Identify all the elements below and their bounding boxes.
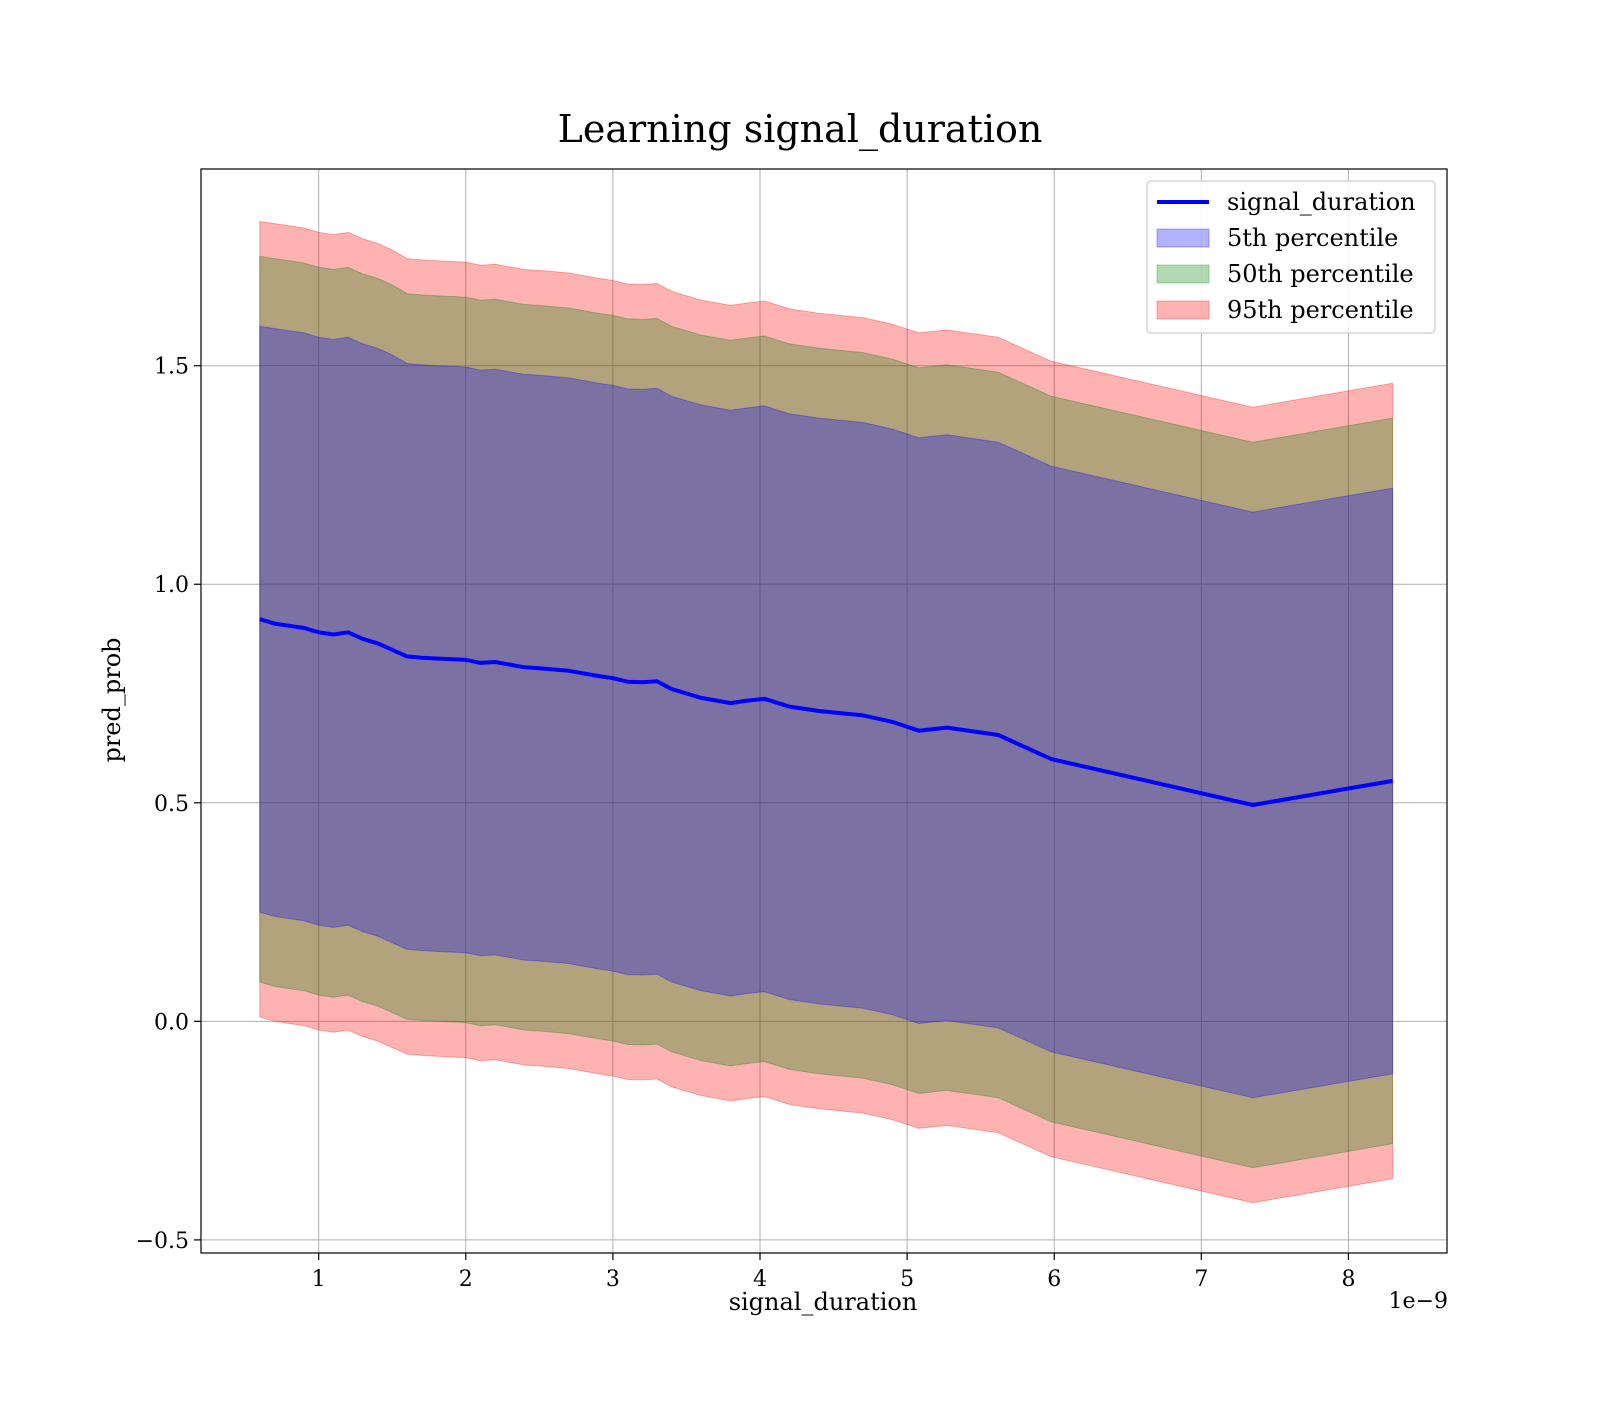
x-tick-label: 5 <box>900 1267 914 1292</box>
legend-box <box>1146 180 1436 334</box>
y-tick-label: 0.5 <box>154 792 189 817</box>
y-tick-label: −0.5 <box>136 1229 189 1254</box>
legend: signal_duration 5th percentile 50th percen… <box>1146 180 1436 334</box>
x-axis-offset-text: 1e−9 <box>1389 1289 1448 1314</box>
x-tick-label: 7 <box>1194 1267 1208 1292</box>
plot-frame <box>200 168 1448 1254</box>
x-tick-label: 8 <box>1341 1267 1355 1292</box>
y-axis-label: pred_prob <box>98 637 126 762</box>
legend-label-signal-duration: signal_duration <box>1227 188 1416 216</box>
y-tick-label: 1.0 <box>154 573 189 598</box>
x-tick-label: 1 <box>312 1267 326 1292</box>
legend-label-95th-percentile: 95th percentile <box>1227 296 1414 324</box>
x-tick-label: 4 <box>753 1267 767 1292</box>
y-tick-label: 0.0 <box>154 1010 189 1035</box>
series-line-signal-duration <box>259 617 1393 807</box>
plot-area: 1 2 3 4 5 6 7 8 −0.5 0.0 0.5 1.0 1.5 <box>136 168 1448 1292</box>
legend-label-5th-percentile: 5th percentile <box>1227 224 1398 252</box>
x-tick-label: 2 <box>459 1267 473 1292</box>
legend-swatch-5th-percentile <box>1156 228 1210 248</box>
x-tick-label: 3 <box>606 1267 620 1292</box>
x-tick-label: 6 <box>1047 1267 1061 1292</box>
legend-swatch-95th-percentile <box>1156 300 1210 320</box>
legend-swatch-50th-percentile <box>1156 264 1210 284</box>
x-axis-label: signal_duration <box>729 1288 918 1316</box>
y-tick-label: 1.5 <box>154 355 189 380</box>
chart-title: Learning signal_duration <box>558 107 1043 152</box>
legend-label-50th-percentile: 50th percentile <box>1227 260 1414 288</box>
